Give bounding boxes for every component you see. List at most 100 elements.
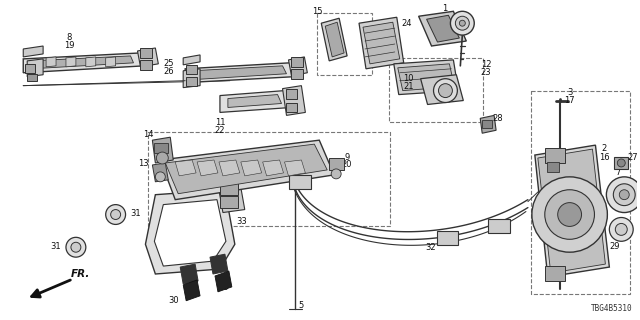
Text: 30: 30 [219,284,229,292]
Polygon shape [180,264,198,284]
Polygon shape [31,56,134,69]
Polygon shape [165,144,327,194]
Bar [220,183,238,195]
Text: 11: 11 [214,118,225,127]
Text: 13: 13 [138,159,148,168]
Text: 17: 17 [564,96,575,105]
Text: 20: 20 [342,160,353,170]
Circle shape [609,218,633,241]
Circle shape [66,237,86,257]
Circle shape [615,223,627,235]
Bar [140,60,152,70]
Polygon shape [282,86,305,116]
Bar [220,196,238,208]
Polygon shape [28,59,43,77]
Text: 26: 26 [163,67,173,76]
Bar [285,102,298,112]
Bar [186,77,197,86]
Circle shape [106,204,125,224]
Text: 12: 12 [481,60,492,69]
Circle shape [438,84,452,98]
Circle shape [613,184,635,206]
Polygon shape [394,60,458,95]
Polygon shape [219,160,240,176]
Text: 18: 18 [220,186,230,195]
Circle shape [156,172,165,182]
Polygon shape [23,53,145,73]
Text: 32: 32 [425,243,436,252]
Bar [545,266,564,281]
Text: 25: 25 [163,59,173,68]
Text: TBG4B5310: TBG4B5310 [591,304,632,313]
Circle shape [606,177,640,212]
Polygon shape [218,182,244,212]
Polygon shape [152,137,173,163]
Bar [186,65,197,74]
Text: 8: 8 [67,33,72,42]
Polygon shape [325,22,344,57]
Circle shape [156,152,168,164]
Circle shape [433,79,458,102]
Bar [545,148,564,163]
Polygon shape [197,160,218,176]
Text: 31: 31 [51,242,61,251]
Polygon shape [106,57,116,67]
Bar [531,91,630,294]
Text: 5: 5 [299,301,304,310]
Bar [547,162,559,172]
Polygon shape [23,46,43,57]
Text: 28: 28 [493,114,504,123]
Polygon shape [228,95,282,108]
Text: 10: 10 [403,74,414,83]
Text: 24: 24 [401,19,412,28]
Bar [285,89,298,99]
Text: 6: 6 [280,164,285,172]
Text: 9: 9 [344,153,349,162]
Polygon shape [28,74,37,81]
Circle shape [532,177,607,252]
Polygon shape [175,160,196,176]
Circle shape [71,242,81,252]
Circle shape [460,20,465,26]
Text: 33: 33 [236,217,247,226]
Polygon shape [66,57,76,67]
Polygon shape [215,271,232,292]
Circle shape [545,190,595,239]
Text: 19: 19 [64,41,74,50]
Text: 1: 1 [442,4,447,13]
Text: 29: 29 [609,242,620,251]
Bar [148,132,390,227]
Text: 15: 15 [312,7,323,16]
Bar [317,13,372,75]
Text: 31: 31 [130,209,141,218]
Polygon shape [183,55,200,65]
Polygon shape [185,63,294,83]
Bar [436,231,458,245]
Text: 2: 2 [602,144,607,153]
Polygon shape [183,280,200,301]
Text: 4: 4 [222,178,228,187]
Polygon shape [46,57,56,67]
Polygon shape [359,17,404,69]
Text: 23: 23 [481,68,492,77]
Polygon shape [220,91,291,112]
Text: 16: 16 [599,153,610,162]
Polygon shape [535,145,609,277]
Polygon shape [241,160,262,176]
Bar [140,48,152,58]
Polygon shape [86,57,96,67]
Circle shape [451,11,474,35]
Text: 3: 3 [567,88,572,97]
Polygon shape [183,69,200,88]
Polygon shape [262,160,284,176]
Polygon shape [419,11,467,46]
Polygon shape [285,160,305,176]
Bar [389,58,483,122]
Polygon shape [363,22,400,64]
Text: 27: 27 [627,153,637,162]
Polygon shape [420,75,463,105]
Bar [614,157,628,169]
Polygon shape [152,163,168,182]
Bar [488,220,510,233]
Bar [154,143,168,153]
